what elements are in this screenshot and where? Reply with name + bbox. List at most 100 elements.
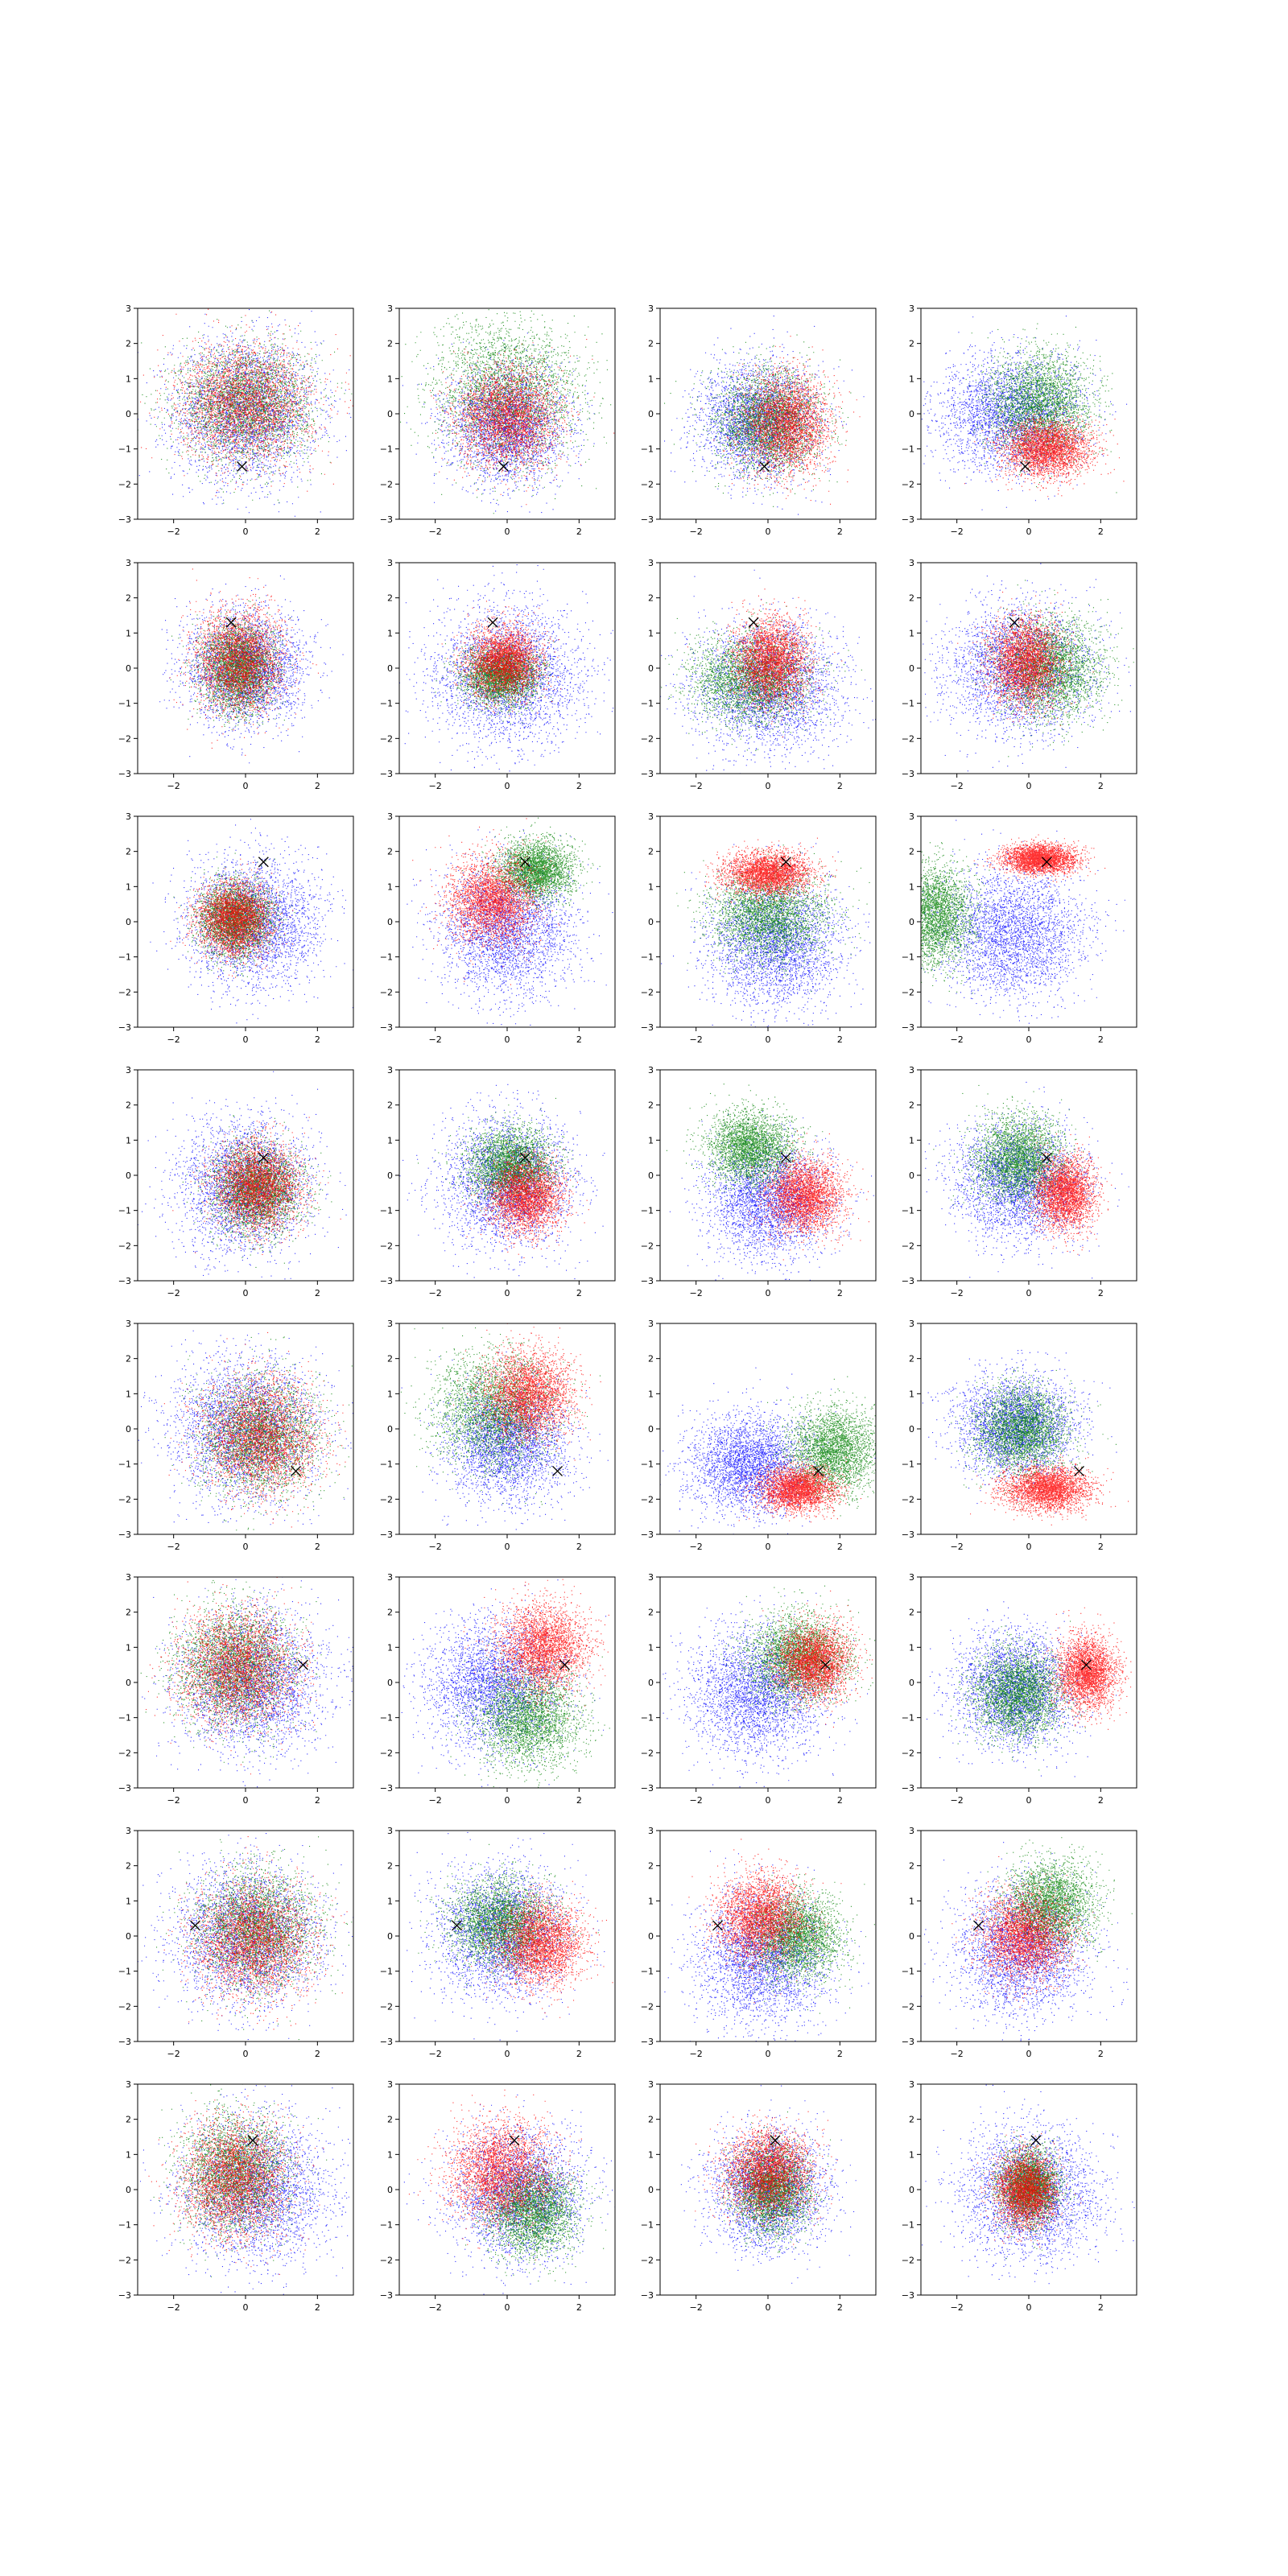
y-tick-label: 3 [126,1572,131,1583]
y-tick-label: −3 [902,2037,914,2047]
y-tick-label: 0 [387,2185,393,2195]
y-tick-label: 2 [909,339,914,349]
y-tick-label: 0 [648,1931,654,1942]
y-tick-label: 0 [909,917,914,927]
y-tick-label: 3 [909,1572,914,1583]
y-tick-label: 3 [648,1319,654,1329]
x-tick-label: −2 [429,1795,442,1806]
y-tick-label: −3 [902,2290,914,2301]
x-tick-label: 2 [576,1034,582,1045]
y-tick-label: −1 [118,1459,131,1470]
x-tick-label: 0 [766,1795,771,1806]
x-tick-label: −2 [429,2302,442,2313]
x-tick-label: 0 [1026,1542,1032,1552]
y-tick-label: 1 [387,1896,393,1906]
x-tick-label: 0 [243,1288,249,1298]
y-tick-label: 3 [387,1572,393,1583]
x-tick-label: 2 [837,781,843,791]
y-tick-label: 3 [387,2079,393,2090]
x-tick-label: 2 [576,2302,582,2313]
y-tick-label: −2 [641,1748,654,1758]
x-tick-label: −2 [429,526,442,537]
y-tick-label: −3 [902,1022,914,1033]
y-tick-label: 2 [648,2115,654,2125]
y-tick-label: 0 [387,917,393,927]
x-tick-label: −2 [429,1034,442,1045]
y-tick-label: 3 [909,1319,914,1329]
x-tick-label: 0 [766,2302,771,2313]
x-tick-label: −2 [429,1542,442,1552]
y-tick-label: 1 [648,1896,654,1906]
y-tick-label: −3 [641,1783,654,1794]
y-tick-label: 2 [126,847,131,857]
y-tick-label: 3 [909,1065,914,1075]
x-tick-label: 0 [243,1542,249,1552]
y-tick-label: 3 [648,303,654,314]
y-tick-label: 0 [909,2185,914,2195]
y-tick-label: −1 [118,1206,131,1216]
x-tick-label: 0 [243,2049,249,2059]
y-tick-label: −2 [641,1494,654,1505]
y-tick-label: 3 [648,1572,654,1583]
x-tick-label: 0 [243,1034,249,1045]
y-tick-label: −3 [902,514,914,525]
y-tick-label: 1 [909,1642,914,1653]
y-tick-label: 3 [126,1319,131,1329]
x-tick-label: 2 [576,2049,582,2059]
x-tick-label: 0 [243,526,249,537]
x-tick-label: 0 [505,1034,510,1045]
y-tick-label: −2 [380,733,393,744]
y-tick-label: 2 [387,1100,393,1111]
y-tick-label: 1 [648,1642,654,1653]
y-tick-label: 0 [126,409,131,419]
y-tick-label: 0 [126,917,131,927]
x-tick-label: −2 [167,1795,180,1806]
y-tick-label: −1 [902,952,914,963]
y-tick-label: 2 [909,847,914,857]
y-tick-label: 2 [909,1608,914,1618]
y-tick-label: −3 [380,769,393,779]
y-tick-label: 3 [909,2079,914,2090]
y-tick-label: 0 [909,663,914,674]
x-tick-label: −2 [951,2302,964,2313]
y-tick-label: 1 [126,1642,131,1653]
x-tick-label: 0 [243,1795,249,1806]
y-tick-label: 0 [126,1170,131,1181]
y-tick-label: 2 [909,1100,914,1111]
x-tick-label: 2 [315,2302,320,2313]
x-tick-label: 0 [243,781,249,791]
y-tick-label: 2 [648,847,654,857]
y-tick-label: 3 [387,1319,393,1329]
y-tick-label: 0 [909,1678,914,1688]
y-tick-label: 2 [387,339,393,349]
y-tick-label: 2 [648,339,654,349]
y-tick-label: −2 [380,2255,393,2265]
x-tick-label: 2 [315,1542,320,1552]
x-tick-label: −2 [167,781,180,791]
x-tick-label: 0 [766,2049,771,2059]
y-tick-label: 3 [909,1826,914,1836]
x-tick-label: −2 [951,781,964,791]
y-tick-label: 0 [387,1678,393,1688]
y-tick-label: 0 [387,409,393,419]
y-tick-label: 3 [909,558,914,568]
y-tick-label: 2 [387,1354,393,1364]
x-tick-label: −2 [690,1542,703,1552]
y-tick-label: 2 [387,2115,393,2125]
x-tick-label: 0 [505,2049,510,2059]
y-tick-label: 2 [387,593,393,604]
y-tick-label: −1 [380,1713,393,1724]
y-tick-label: 3 [126,558,131,568]
y-tick-label: 2 [387,1861,393,1872]
y-tick-label: −3 [118,1783,131,1794]
y-tick-label: 0 [648,2185,654,2195]
y-tick-label: −3 [118,514,131,525]
y-tick-label: 3 [387,811,393,822]
y-tick-label: 0 [648,663,654,674]
x-tick-label: 2 [315,781,320,791]
y-tick-label: 3 [909,811,914,822]
y-tick-label: 3 [387,1065,393,1075]
x-tick-label: 2 [1098,2302,1104,2313]
y-tick-label: 1 [909,881,914,892]
